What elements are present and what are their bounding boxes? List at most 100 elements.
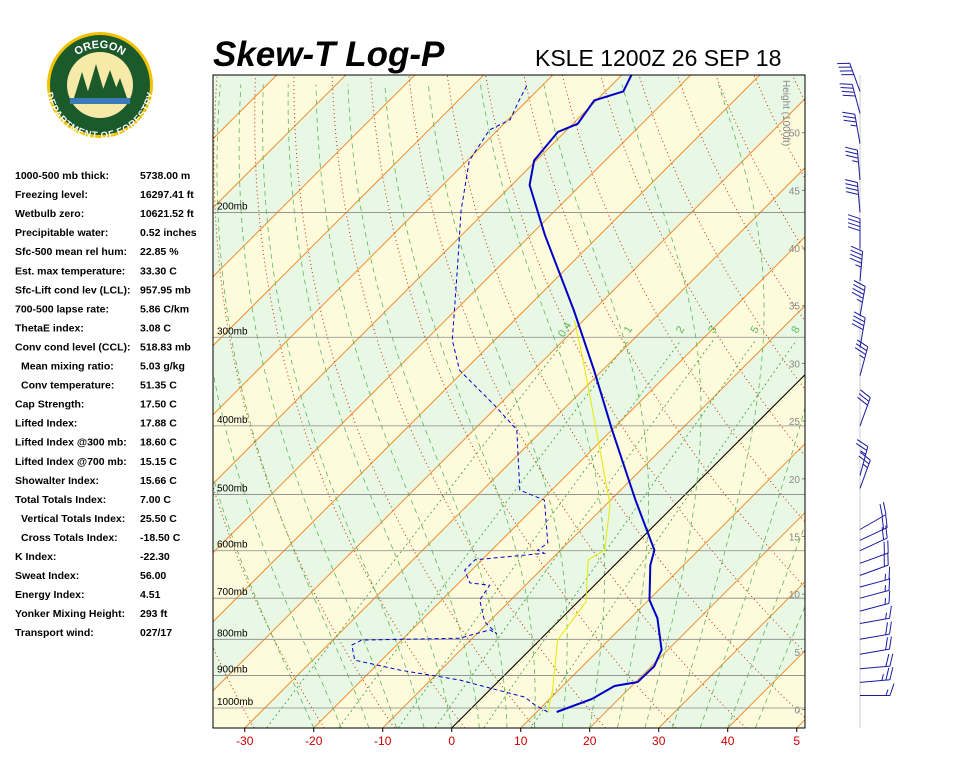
wind-barb <box>859 590 891 612</box>
dry-adiabat <box>561 75 805 523</box>
pressure-label: 500mb <box>217 484 248 495</box>
wind-barb <box>859 667 894 683</box>
moist-adiabat <box>384 84 536 728</box>
stat-label: Freezing level: <box>15 189 88 201</box>
height-tick-label: 35 <box>789 302 801 313</box>
stat-value: 7.00 C <box>140 494 171 506</box>
height-tick-label: 50 <box>789 129 801 140</box>
pressure-label: 1000mb <box>217 697 254 708</box>
isotherm <box>213 75 623 485</box>
stat-value: -22.30 <box>140 551 170 563</box>
stat-label: ThetaE index: <box>15 322 84 334</box>
stat-label: 700-500 lapse rate: <box>15 303 109 315</box>
mixing-ratio-label: 2 <box>674 324 687 335</box>
wind-barb <box>844 179 861 213</box>
stat-value: 15.15 C <box>140 456 177 468</box>
stat-label: Energy Index: <box>15 589 84 601</box>
x-tick-label: 20 <box>583 734 597 748</box>
height-tick-label: 0 <box>794 706 800 717</box>
stat-value: 16297.41 ft <box>140 189 194 201</box>
stat-label: Sfc-500 mean rel hum: <box>15 246 127 258</box>
wind-barb <box>858 451 871 489</box>
moist-adiabat <box>287 84 453 728</box>
plot: 1000mb 900mb 800mb 700mb 600mb 500mb 400mb 300m… <box>213 75 805 748</box>
stat-label: Lifted Index: <box>15 418 77 430</box>
stat-label: Total Totals Index: <box>15 494 106 506</box>
stat-label: Conv cond level (CCL): <box>15 341 131 353</box>
dry-adiabat <box>908 75 960 728</box>
isotherm <box>213 75 485 347</box>
pressure-label: 900mb <box>217 665 248 676</box>
mixing-ratio-line <box>530 339 798 728</box>
height-tick-label: 30 <box>789 359 801 370</box>
stat-value: 22.85 % <box>140 246 179 258</box>
mixing-ratio-label: 8 <box>789 324 802 335</box>
logo-text-top: OREGON <box>72 39 127 58</box>
height-tick-label: 10 <box>789 590 801 601</box>
stat-value: 5738.00 m <box>140 170 190 182</box>
zero-isotherm <box>451 374 805 728</box>
dry-adiabat <box>446 75 805 719</box>
stats-panel: 1000-500 mb thick: 5738.00 m Freezing leve… <box>15 170 197 639</box>
isotherm <box>213 98 805 692</box>
stat-label: Sfc-Lift cond lev (LCL): <box>15 284 131 296</box>
stat-value: 293 ft <box>140 608 168 620</box>
stat-label: Conv temperature: <box>21 380 114 392</box>
pressure-label: 400mb <box>217 415 248 426</box>
x-tick-label: -30 <box>236 734 254 748</box>
stat-value: 15.66 C <box>140 475 177 487</box>
isotherm <box>658 581 805 728</box>
x-tick-label: -20 <box>305 734 323 748</box>
mixing-ratio-line <box>338 339 630 728</box>
wind-barb <box>851 280 866 317</box>
wind-barb <box>860 683 895 696</box>
pressure-label: 300mb <box>217 326 248 337</box>
stat-value: 027/17 <box>140 627 172 639</box>
wind-barb <box>859 621 892 640</box>
height-axis-label: Height (1000ft) <box>780 80 791 146</box>
stat-value: 25.50 C <box>140 513 177 525</box>
wind-barb <box>854 339 869 376</box>
stat-value: 957.95 mb <box>140 284 191 296</box>
height-tick-label: 15 <box>789 532 801 543</box>
moist-adiabat <box>480 84 605 728</box>
wind-barb <box>859 577 891 599</box>
isotherm <box>866 75 960 728</box>
stat-label: Lifted Index @300 mb: <box>15 437 127 449</box>
stat-value: 33.30 C <box>140 265 177 277</box>
logo-water <box>70 98 130 104</box>
mixing-ratio-label: 3 <box>706 324 719 335</box>
isotherm <box>244 167 805 728</box>
isotherm <box>589 512 805 728</box>
profile-line <box>528 75 663 713</box>
x-tick-label: 10 <box>514 734 528 748</box>
dry-adiabat <box>792 75 805 103</box>
wind-barb <box>859 636 892 655</box>
isotherm <box>213 75 416 278</box>
x-tick-label: 5 <box>793 734 800 748</box>
wind-barb <box>844 146 861 181</box>
stat-label: Cap Strength: <box>15 399 84 411</box>
stat-label: Cross Totals Index: <box>21 532 118 544</box>
dry-adiabat <box>869 75 960 728</box>
wind-barb <box>837 62 861 92</box>
logo: OREGON DEPARTMENT OF FORESTRY <box>43 32 157 142</box>
isotherm-band <box>213 98 805 728</box>
stat-value: 17.88 C <box>140 418 177 430</box>
subtitle: KSLE 1200Z 26 SEP 18 <box>535 45 781 71</box>
height-tick-label: 45 <box>789 186 801 197</box>
isotherm <box>520 443 805 728</box>
wind-barb <box>859 501 887 530</box>
moist-adiabat <box>672 84 765 728</box>
stat-value: -18.50 C <box>140 532 181 544</box>
stat-value: 4.51 <box>140 589 161 601</box>
stat-label: Sweat Index: <box>15 570 79 582</box>
dry-adiabat <box>408 75 747 728</box>
wind-barb <box>859 566 891 588</box>
wind-barb <box>842 111 861 144</box>
pressure-label: 700mb <box>217 587 248 598</box>
dry-adiabat <box>331 75 606 728</box>
wind-barb <box>859 540 889 564</box>
